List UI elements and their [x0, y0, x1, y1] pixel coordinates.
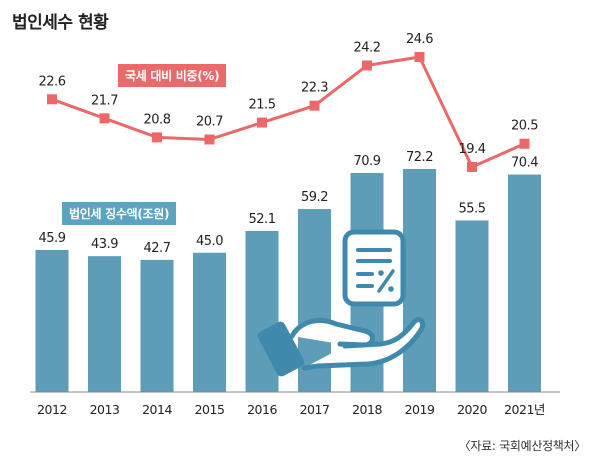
line-value-label: 21.7	[91, 93, 118, 108]
line-value-label: 20.5	[511, 119, 538, 134]
x-tick-label: 2014	[142, 402, 172, 417]
x-tick-label: 2020	[457, 402, 487, 417]
bar	[140, 259, 174, 392]
bar-value-label: 43.9	[91, 237, 118, 252]
bar	[403, 168, 436, 392]
bar-value-label: 45.9	[39, 231, 66, 246]
line-point	[519, 138, 530, 149]
bar-value-label: 70.4	[511, 156, 538, 171]
x-tick-label: 2019	[405, 402, 435, 417]
source-note: 〈자료: 국회예산정책처〉	[458, 439, 587, 453]
bar-value-label: 59.2	[301, 190, 328, 205]
line-point	[47, 94, 57, 105]
x-tick-label: 2021년	[504, 402, 545, 417]
x-tick-label: 2013	[90, 402, 120, 417]
bar-value-label: 72.2	[406, 150, 433, 165]
line-point	[414, 52, 425, 62]
x-axis: 2012 2013 2014 2015 2016 2017 2018 2019 2020 2021…	[30, 391, 560, 417]
line-value-label: 20.7	[196, 114, 223, 129]
line-point	[204, 134, 215, 145]
line-point	[309, 100, 320, 111]
line-point	[362, 60, 372, 71]
bar	[455, 220, 489, 392]
bar-value-label: 42.7	[144, 241, 171, 256]
hand-holding-tax-document-icon	[257, 229, 426, 377]
x-tick-label: 2016	[247, 402, 277, 417]
line-point	[152, 132, 162, 143]
x-tick-label: 2017	[300, 402, 330, 417]
line-value-label: 20.8	[144, 112, 171, 127]
bar	[508, 174, 541, 392]
bar	[35, 250, 69, 392]
line-value-label: 19.4	[459, 142, 486, 157]
bar	[245, 230, 279, 392]
x-tick-label: 2018	[352, 402, 382, 417]
x-tick-label: 2015	[195, 402, 225, 417]
line-series-label: 국세 대비 비중(%)	[118, 64, 227, 87]
x-tick-label: 2012	[37, 402, 67, 417]
line-point	[99, 113, 110, 124]
bar-value-label: 45.0	[196, 234, 223, 249]
line-value-label: 24.6	[406, 32, 433, 47]
line-series-path	[51, 55, 526, 169]
bar	[193, 252, 226, 392]
bar-value-label: 52.1	[249, 212, 276, 227]
bar-value-label: 55.5	[459, 201, 486, 216]
bar-series-label: 법인세 징수액(조원)	[62, 202, 177, 225]
bar-value-label: 70.9	[354, 154, 381, 169]
line-value-label: 22.3	[301, 81, 328, 96]
bar	[88, 256, 121, 392]
line-value-label: 24.2	[354, 40, 381, 55]
line-point	[257, 117, 267, 128]
chart-title: 법인세수 현황	[12, 13, 109, 33]
line-point	[467, 161, 477, 172]
line-layer: 22.6 21.7 20.8 20.7 21.5 22.3 24.2 24.6 19.4 20.5	[39, 32, 539, 172]
line-value-label: 21.5	[249, 98, 276, 113]
line-value-label: 22.6	[39, 74, 66, 89]
